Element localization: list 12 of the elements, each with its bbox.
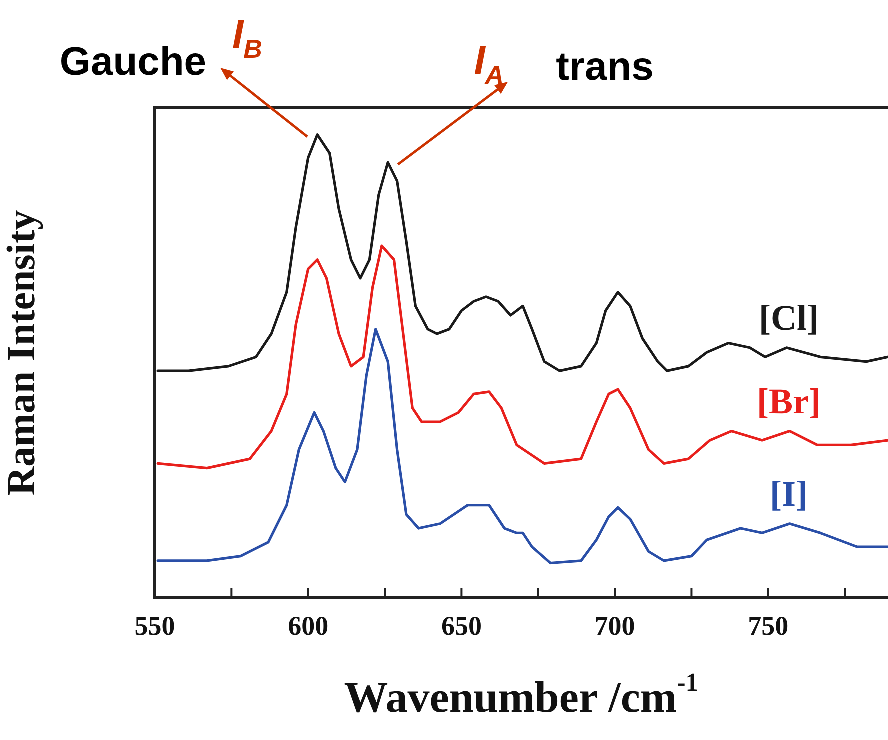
series-label: [I] [770,474,808,514]
x-tick-label: 650 [441,611,482,642]
x-axis-title: Wavenumber /cm$^{-1}$ [343,668,700,723]
y-axis-title: Raman Intensity [0,210,44,496]
series-label: [Br] [757,381,822,422]
text: Gauche [60,40,207,84]
x-tick-label: 750 [748,611,789,642]
x-tick-label: 600 [288,611,329,642]
x-tick-label: 700 [594,611,636,642]
x-tick-label: 550 [134,611,176,642]
text: trans [556,45,654,89]
series-label: [Cl] [759,298,820,338]
